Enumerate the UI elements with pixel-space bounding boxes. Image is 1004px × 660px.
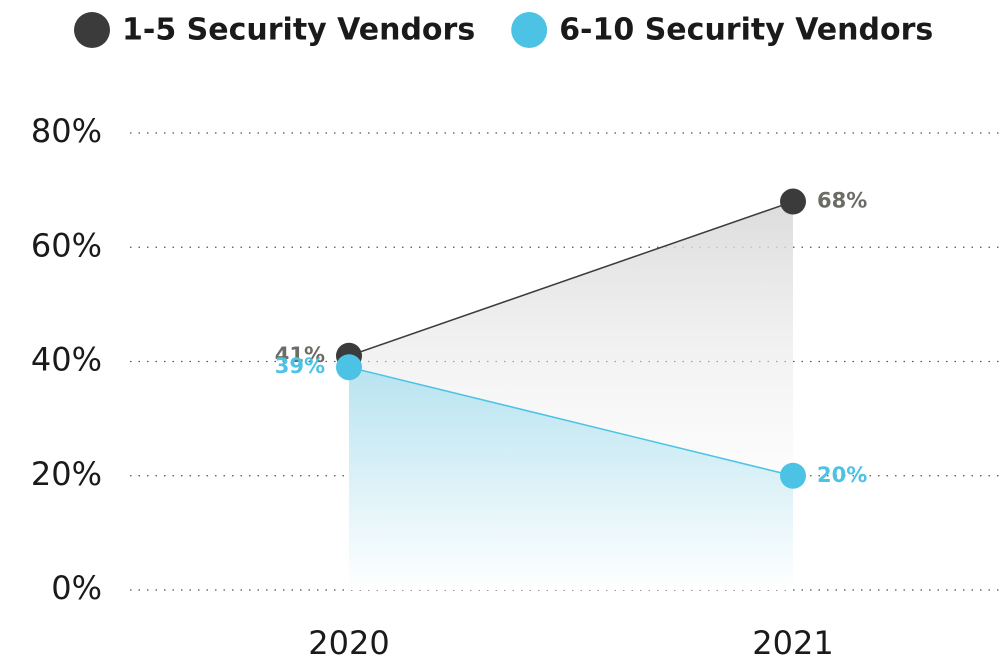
- data-point: [780, 462, 806, 489]
- y-tick-label: 40%: [31, 341, 102, 379]
- y-tick-label: 60%: [31, 226, 102, 264]
- data-label: 68%: [817, 189, 867, 213]
- legend-marker: [74, 12, 110, 48]
- series-line: [348, 200, 794, 357]
- x-tick-label: 2020: [308, 624, 389, 660]
- legend-label: 1-5 Security Vendors: [122, 13, 475, 48]
- data-point: [336, 354, 362, 381]
- data-label: 20%: [817, 463, 867, 487]
- y-tick-label: 0%: [51, 569, 102, 607]
- data-point: [780, 188, 806, 215]
- legend-marker: [511, 12, 548, 48]
- series-line: [348, 366, 794, 477]
- data-label: 41%: [275, 343, 325, 367]
- data-label: 39%: [275, 354, 325, 378]
- legend-label: 6-10 Security Vendors: [559, 13, 933, 48]
- y-tick-label: 80%: [31, 112, 102, 150]
- y-tick-label: 20%: [31, 455, 102, 493]
- x-tick-label: 2021: [752, 624, 833, 660]
- series-area: [349, 367, 793, 590]
